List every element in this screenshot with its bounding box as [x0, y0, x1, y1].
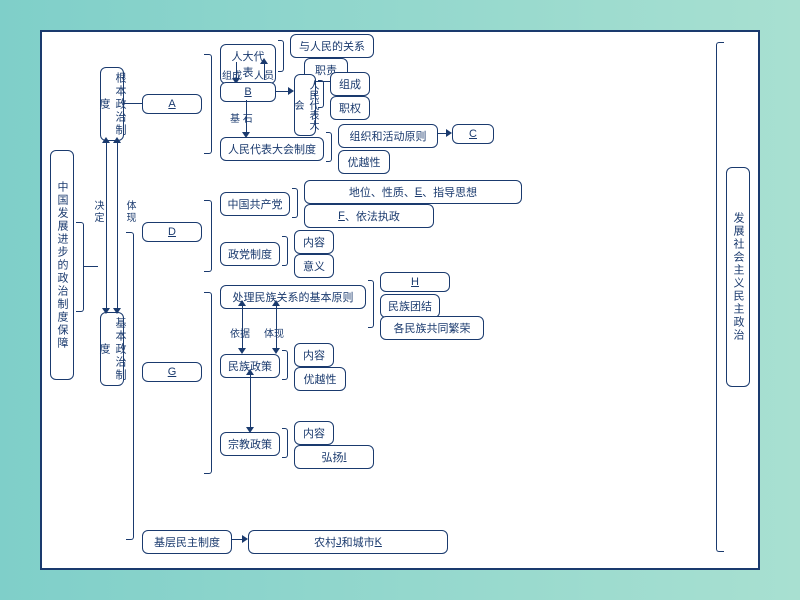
br	[282, 236, 288, 266]
arr	[272, 300, 280, 306]
superiority: 优越性	[294, 367, 346, 391]
br	[326, 132, 332, 162]
arr	[260, 58, 268, 64]
cpc-rule: F、依法执政	[304, 204, 434, 228]
box-G: G	[142, 362, 202, 382]
npc-power: 职权	[330, 96, 370, 120]
lbl-reflect: 体现	[264, 325, 284, 340]
npc-org: 组织和活动原则	[338, 124, 438, 148]
br	[282, 350, 288, 380]
br	[292, 188, 298, 218]
party-sys: 政党制度	[220, 242, 280, 266]
conn	[84, 266, 98, 267]
diagram-canvas: 中国发展进步的政治制度保障 发展社会主义民主政治 根本政治制度 基本政治制度 决…	[40, 30, 760, 570]
religion: 宗教政策	[220, 432, 280, 456]
content2: 内容	[294, 343, 334, 367]
cpc-attr: 地位、性质、E、指导思想	[304, 180, 522, 204]
conn	[124, 103, 142, 104]
bracket-D	[204, 200, 212, 272]
grassroots-detail: 农村J和城市K	[248, 530, 448, 554]
box-C: C	[452, 124, 494, 144]
lbl-basis2: 依据	[230, 325, 250, 340]
vline2	[117, 141, 118, 312]
bracket-G	[204, 292, 212, 474]
conn	[246, 100, 247, 136]
br	[368, 280, 374, 328]
ethnic-unity: 民族团结	[380, 294, 440, 318]
grassroots: 基层民主制度	[142, 530, 232, 554]
conn	[242, 304, 243, 352]
npc-rep-rel: 与人民的关系	[290, 34, 374, 58]
box-H: H	[380, 272, 450, 292]
bracket-basic	[126, 232, 134, 540]
vline1	[106, 141, 107, 312]
box-D: D	[142, 222, 202, 242]
conn	[250, 373, 251, 431]
rel-right: 体现	[122, 200, 137, 224]
conn	[264, 62, 265, 80]
root-top: 根本政治制度	[100, 67, 124, 141]
box-A: A	[142, 94, 202, 114]
box-B: B	[220, 82, 276, 102]
bracket-main	[76, 222, 84, 312]
right-title: 发展社会主义民主政治	[726, 167, 750, 387]
npc-compose: 组成	[330, 72, 370, 96]
br	[318, 80, 324, 108]
br	[278, 40, 284, 72]
npc: 人民代表大会	[294, 74, 316, 136]
arr	[246, 369, 254, 375]
bracket-A	[204, 54, 212, 154]
lbl-basis: 基 石	[230, 110, 253, 125]
arr	[113, 137, 121, 143]
npc-adv: 优越性	[338, 150, 390, 174]
promote: 弘扬I	[294, 445, 374, 469]
content3: 内容	[294, 421, 334, 445]
arr	[102, 308, 110, 314]
ethnic-prosper: 各民族共同繁荣	[380, 316, 484, 340]
arr	[113, 308, 121, 314]
br	[282, 428, 288, 458]
meaning1: 意义	[294, 254, 334, 278]
content1: 内容	[294, 230, 334, 254]
left-title: 中国发展进步的政治制度保障	[50, 150, 74, 380]
npc-system: 人民代表大会制度	[220, 137, 324, 161]
root-bottom: 基本政治制度	[100, 312, 124, 386]
bracket-right	[716, 42, 724, 552]
arr	[102, 137, 110, 143]
cpc: 中国共产党	[220, 192, 290, 216]
conn	[276, 304, 277, 352]
rel-left: 决定	[90, 200, 105, 224]
arr	[238, 300, 246, 306]
